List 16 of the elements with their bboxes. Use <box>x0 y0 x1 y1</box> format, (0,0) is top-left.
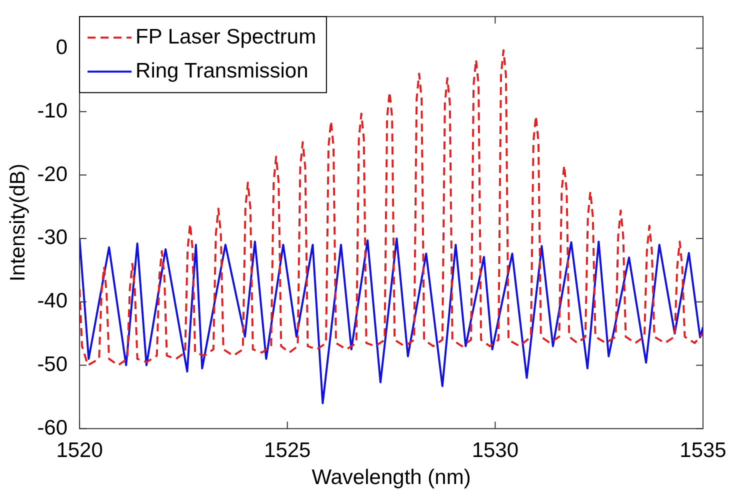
x-tick-label: 1535 <box>680 438 726 462</box>
y-tick-label: -40 <box>37 290 68 313</box>
x-tick-label: 1520 <box>56 438 103 462</box>
y-tick-label: -30 <box>37 226 68 250</box>
line-series <box>80 49 703 366</box>
y-tick-label: 0 <box>56 36 68 60</box>
legend-label: FP Laser Spectrum <box>136 25 316 48</box>
y-tick-label: -10 <box>37 99 68 122</box>
x-tick-label: 1530 <box>472 438 519 462</box>
y-axis-title: Intensity(dB) <box>6 164 30 282</box>
legend-label: Ring Transmission <box>136 59 308 82</box>
y-tick-label: -20 <box>37 162 68 186</box>
x-axis-title: Wavelength (nm) <box>312 466 471 490</box>
y-tick-label: -60 <box>37 416 68 440</box>
x-tick-label: 1525 <box>264 438 311 462</box>
y-tick-label: -50 <box>37 353 68 376</box>
